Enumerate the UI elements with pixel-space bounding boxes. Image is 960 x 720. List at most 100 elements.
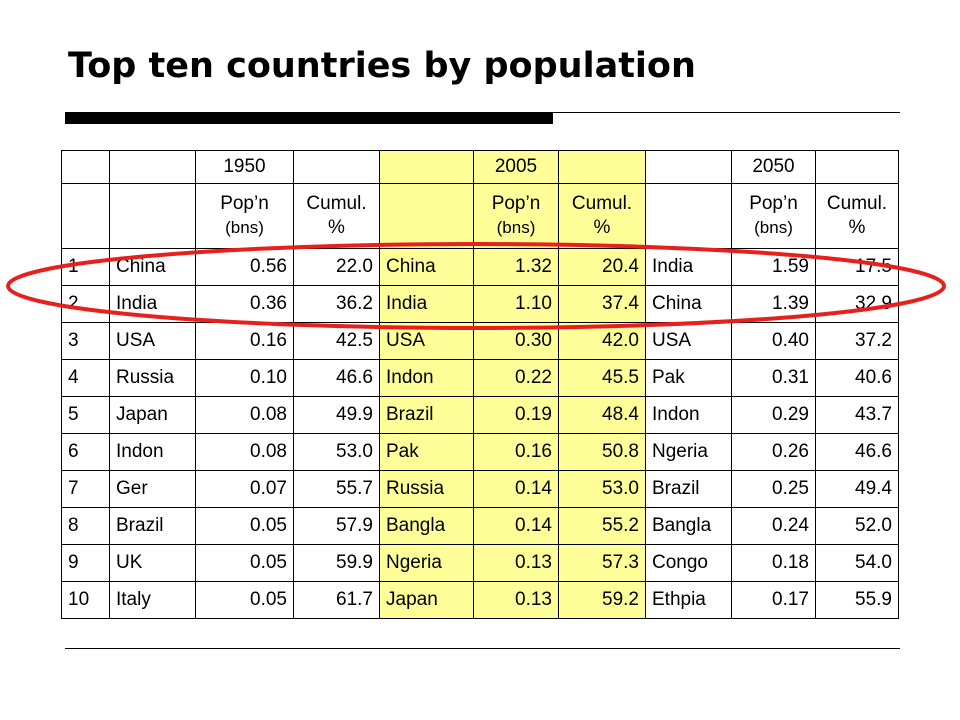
cumul-2050-cell: 54.0: [815, 544, 899, 582]
cumul-1950-cell: 59.9: [293, 544, 380, 582]
country-1950-cell: Russia: [109, 359, 196, 397]
country-2005-cell: Russia: [379, 470, 474, 508]
cumul-1950-cell: 42.5: [293, 322, 380, 360]
country-1950-cell: India: [109, 285, 196, 323]
cumul-2050-cell: 40.6: [815, 359, 899, 397]
cumul-1950-cell: 61.7: [293, 581, 380, 619]
country-2005-cell: Bangla: [379, 507, 474, 545]
cumul-2050-cell: 55.9: [815, 581, 899, 619]
pop-2005-cell: 0.13: [473, 581, 559, 619]
header-blank: [558, 150, 646, 184]
country-1950-cell: Ger: [109, 470, 196, 508]
country-1950-cell: UK: [109, 544, 196, 582]
title-underline-thin: [553, 112, 900, 113]
country-1950-cell: Brazil: [109, 507, 196, 545]
pop-1950-cell: 0.05: [195, 507, 294, 545]
cum-header-line2: %: [593, 217, 611, 238]
pop-2005-cell: 1.10: [473, 285, 559, 323]
country-2005-cell: India: [379, 285, 474, 323]
cumul-2050-cell: 52.0: [815, 507, 899, 545]
cumul-2005-cell: 48.4: [558, 396, 646, 434]
pop-1950-cell: 0.10: [195, 359, 294, 397]
pop-header-line1: Pop’n: [491, 193, 541, 214]
pop-2050-cell: 0.17: [731, 581, 816, 619]
pop-header-line1: Pop’n: [220, 193, 269, 214]
cumul-1950-cell: 36.2: [293, 285, 380, 323]
cumul-2050-cell: 49.4: [815, 470, 899, 508]
pop-2050-cell: 0.31: [731, 359, 816, 397]
country-2050-cell: Bangla: [645, 507, 732, 545]
pop-2050-cell: 0.26: [731, 433, 816, 471]
cumul-1950-cell: 55.7: [293, 470, 380, 508]
country-2005-cell: Indon: [379, 359, 474, 397]
cum-header-1950: Cumul.%: [293, 183, 380, 249]
rank-cell: 9: [61, 544, 110, 582]
header-blank: [379, 183, 474, 249]
pop-header-line2: (bns): [754, 218, 793, 237]
year-2005: 2005: [473, 150, 559, 184]
country-2050-cell: Brazil: [645, 470, 732, 508]
country-2050-cell: India: [645, 248, 732, 286]
country-2050-cell: Ngeria: [645, 433, 732, 471]
pop-header-2050: Pop’n (bns): [731, 183, 816, 249]
cumul-2050-cell: 46.6: [815, 433, 899, 471]
pop-1950-cell: 0.05: [195, 581, 294, 619]
table-body: 1 China 0.56 22.0 China 1.32 20.4 India 1.59 17.5…: [61, 248, 899, 619]
pop-1950-cell: 0.56: [195, 248, 294, 286]
cumul-2005-cell: 20.4: [558, 248, 646, 286]
cum-header-line1: Cumul.: [826, 193, 888, 214]
table-row: 3 USA 0.16 42.5 USA 0.30 42.0 USA 0.40 37.2: [61, 322, 899, 360]
table-row: 7 Ger 0.07 55.7 Russia 0.14 53.0 Brazil 0.25 49.4: [61, 470, 899, 508]
country-1950-cell: USA: [109, 322, 196, 360]
pop-2050-cell: 0.29: [731, 396, 816, 434]
pop-1950-cell: 0.05: [195, 544, 294, 582]
cumul-1950-cell: 46.6: [293, 359, 380, 397]
rank-cell: 10: [61, 581, 110, 619]
pop-1950-cell: 0.08: [195, 396, 294, 434]
country-2050-cell: Indon: [645, 396, 732, 434]
table-row: 6 Indon 0.08 53.0 Pak 0.16 50.8 Ngeria 0.26 46.6: [61, 433, 899, 471]
table-row: 4 Russia 0.10 46.6 Indon 0.22 45.5 Pak 0.31 40.6: [61, 359, 899, 397]
cumul-2005-cell: 42.0: [558, 322, 646, 360]
pop-header-1950: Pop’n (bns): [195, 183, 294, 249]
cum-header-2050: Cumul.%: [815, 183, 899, 249]
pop-1950-cell: 0.08: [195, 433, 294, 471]
pop-header-2005: Pop’n (bns): [473, 183, 559, 249]
country-1950-cell: China: [109, 248, 196, 286]
header-blank: [109, 183, 196, 249]
cum-header-line1: Cumul.: [306, 193, 367, 214]
year-2050: 2050: [731, 150, 816, 184]
rank-cell: 1: [61, 248, 110, 286]
cumul-2005-cell: 37.4: [558, 285, 646, 323]
header-blank: [815, 150, 899, 184]
header-blank: [109, 150, 196, 184]
cumul-2050-cell: 37.2: [815, 322, 899, 360]
header-blank: [61, 183, 110, 249]
cumul-2005-cell: 57.3: [558, 544, 646, 582]
header-blank: [61, 150, 110, 184]
cumul-2005-cell: 55.2: [558, 507, 646, 545]
country-2005-cell: USA: [379, 322, 474, 360]
cumul-2005-cell: 50.8: [558, 433, 646, 471]
country-2005-cell: Ngeria: [379, 544, 474, 582]
pop-header-line2: (bns): [225, 218, 264, 237]
country-2050-cell: Ethpia: [645, 581, 732, 619]
rank-cell: 7: [61, 470, 110, 508]
cumul-2005-cell: 53.0: [558, 470, 646, 508]
country-2005-cell: China: [379, 248, 474, 286]
table-row: 10 Italy 0.05 61.7 Japan 0.13 59.2 Ethpia 0.17 55…: [61, 581, 899, 619]
cumul-2050-cell: 17.5: [815, 248, 899, 286]
pop-2005-cell: 0.14: [473, 470, 559, 508]
pop-2050-cell: 1.59: [731, 248, 816, 286]
table-row: 8 Brazil 0.05 57.9 Bangla 0.14 55.2 Bangla 0.24 5…: [61, 507, 899, 545]
rank-cell: 4: [61, 359, 110, 397]
rank-cell: 5: [61, 396, 110, 434]
pop-2005-cell: 0.19: [473, 396, 559, 434]
pop-header-line1: Pop’n: [749, 193, 798, 214]
table-row: 5 Japan 0.08 49.9 Brazil 0.19 48.4 Indon 0.29 43.…: [61, 396, 899, 434]
bottom-rule: [65, 648, 900, 649]
table-row: 9 UK 0.05 59.9 Ngeria 0.13 57.3 Congo 0.18 54.0: [61, 544, 899, 582]
country-2005-cell: Japan: [379, 581, 474, 619]
cum-header-line2: %: [328, 217, 345, 238]
country-2005-cell: Pak: [379, 433, 474, 471]
